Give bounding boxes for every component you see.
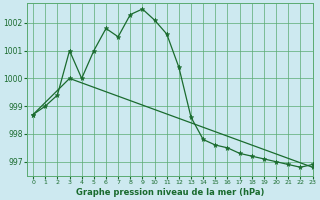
X-axis label: Graphe pression niveau de la mer (hPa): Graphe pression niveau de la mer (hPa)	[76, 188, 264, 197]
